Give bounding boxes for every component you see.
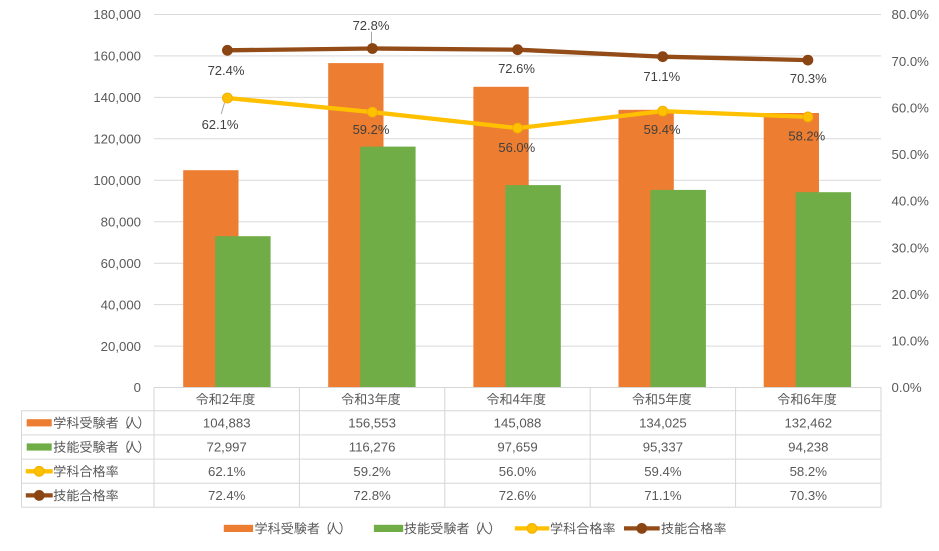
svg-text:116,276: 116,276 [349, 440, 396, 455]
svg-text:59.2%: 59.2% [353, 122, 390, 137]
svg-text:56.0%: 56.0% [499, 464, 537, 479]
svg-text:72.8%: 72.8% [353, 18, 390, 33]
svg-text:0: 0 [134, 380, 141, 395]
svg-text:59.2%: 59.2% [353, 464, 391, 479]
svg-text:160,000: 160,000 [93, 49, 141, 64]
svg-text:134,025: 134,025 [639, 416, 687, 431]
svg-text:59.4%: 59.4% [644, 464, 682, 479]
svg-text:58.2%: 58.2% [788, 129, 825, 144]
svg-text:145,088: 145,088 [494, 416, 542, 431]
svg-text:140,000: 140,000 [93, 90, 141, 105]
svg-text:40.0%: 40.0% [892, 194, 930, 209]
svg-text:72,997: 72,997 [207, 440, 247, 455]
svg-text:97,659: 97,659 [497, 440, 537, 455]
svg-text:10.0%: 10.0% [892, 334, 930, 349]
svg-text:50.0%: 50.0% [892, 147, 930, 162]
svg-text:156,553: 156,553 [348, 416, 396, 431]
svg-text:80.0%: 80.0% [892, 7, 930, 22]
svg-text:72.8%: 72.8% [353, 488, 391, 503]
svg-text:72.6%: 72.6% [499, 488, 537, 503]
svg-text:70.3%: 70.3% [790, 488, 828, 503]
svg-text:60,000: 60,000 [101, 256, 141, 271]
svg-text:30.0%: 30.0% [892, 240, 930, 255]
svg-text:56.0%: 56.0% [498, 140, 535, 155]
svg-text:62.1%: 62.1% [208, 464, 246, 479]
svg-text:40,000: 40,000 [101, 297, 141, 312]
svg-text:59.4%: 59.4% [644, 122, 681, 137]
svg-text:180,000: 180,000 [93, 7, 141, 22]
svg-text:95,337: 95,337 [643, 440, 683, 455]
svg-text:70.0%: 70.0% [892, 54, 930, 69]
svg-text:72.4%: 72.4% [208, 488, 246, 503]
svg-text:104,883: 104,883 [203, 416, 251, 431]
svg-text:60.0%: 60.0% [892, 101, 930, 116]
svg-text:72.6%: 72.6% [498, 61, 535, 76]
svg-text:71.1%: 71.1% [643, 69, 680, 84]
svg-text:80,000: 80,000 [101, 214, 141, 229]
svg-text:58.2%: 58.2% [790, 464, 828, 479]
svg-text:71.1%: 71.1% [644, 488, 682, 503]
svg-text:62.1%: 62.1% [202, 117, 239, 132]
svg-text:94,238: 94,238 [788, 440, 828, 455]
svg-text:132,462: 132,462 [784, 416, 832, 431]
svg-text:20.0%: 20.0% [892, 287, 930, 302]
svg-text:20,000: 20,000 [101, 339, 141, 354]
svg-text:120,000: 120,000 [93, 132, 141, 147]
svg-text:72.4%: 72.4% [208, 63, 245, 78]
svg-text:70.3%: 70.3% [790, 71, 827, 86]
svg-text:100,000: 100,000 [93, 173, 141, 188]
svg-text:0.0%: 0.0% [892, 380, 922, 395]
